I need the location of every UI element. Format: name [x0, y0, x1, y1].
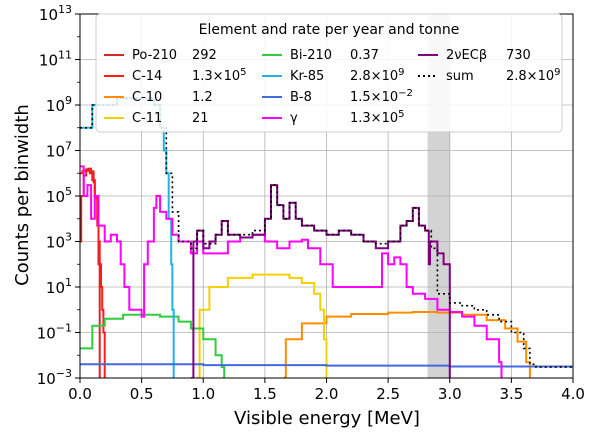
legend-title: Element and rate per year and tonne [199, 22, 460, 38]
legend-entry-name: Kr-85 [290, 69, 324, 84]
legend-entry-name: Bi-210 [290, 48, 332, 63]
x-tick-label: 2.5 [376, 385, 400, 403]
legend-entry-name: 2νECβ [446, 48, 487, 63]
legend-entry-rate: 1.2 [192, 90, 213, 105]
series-group [80, 97, 573, 378]
legend-entry-rate: 21 [192, 111, 209, 126]
x-tick-label: 0.0 [68, 385, 92, 403]
legend-entry-name: sum [446, 69, 474, 84]
legend-entry-rate: 1.3×105 [192, 67, 246, 84]
x-tick-label: 3.0 [438, 385, 462, 403]
y-tick-label: 103 [46, 231, 72, 252]
x-tick-label: 4.0 [561, 385, 585, 403]
series-line-9 [80, 97, 573, 368]
legend-entry-rate: 1.3×105 [350, 109, 404, 126]
legend-entry-rate: 1.5×10−2 [350, 88, 413, 105]
x-tick-label: 2.0 [315, 385, 339, 403]
y-tick-label: 105 [46, 185, 72, 206]
y-tick-label: 101 [46, 276, 72, 297]
legend-box [95, 13, 563, 133]
series-line-7 [80, 165, 503, 378]
legend-entry-name: B-8 [290, 90, 312, 105]
series-line-2 [283, 311, 531, 378]
x-tick-label: 1.0 [191, 385, 215, 403]
legend-entry-rate: 292 [192, 48, 217, 63]
legend-entry-rate: 2.8×109 [350, 67, 404, 84]
y-tick-label: 109 [46, 94, 72, 115]
axes: 0.0 0.5 1.0 1.5 2.0 2.5 3.0 3.5 4.010−310−110110… [37, 3, 585, 403]
legend-entry-name: γ [290, 111, 298, 126]
y-tick-label: 10−3 [37, 367, 72, 388]
y-axis-label: Counts per binwidth [12, 104, 33, 286]
x-axis-label: Visible energy [MeV] [234, 408, 420, 429]
x-tick-label: 0.5 [130, 385, 154, 403]
x-tick-label: 1.5 [253, 385, 277, 403]
legend-entry-name: C-14 [132, 69, 162, 84]
y-tick-label: 1013 [39, 3, 72, 24]
legend-entry-name: Po-210 [132, 48, 177, 63]
y-tick-label: 1011 [39, 49, 72, 70]
series-line-3 [197, 273, 328, 378]
legend-entry-rate: 730 [506, 48, 531, 63]
x-tick-label: 3.5 [499, 385, 523, 403]
series-line-4 [80, 313, 226, 378]
legend-entry-name: C-10 [132, 90, 162, 105]
legend-entry-rate: 2.8×109 [506, 67, 560, 84]
legend-entry-rate: 0.37 [350, 48, 379, 63]
y-tick-label: 10−1 [37, 322, 72, 343]
y-tick-label: 107 [46, 140, 72, 161]
legend-entry-name: C-11 [132, 111, 162, 126]
legend: Element and rate per year and tonne Po-21… [95, 13, 563, 133]
series-line-6 [80, 363, 573, 368]
